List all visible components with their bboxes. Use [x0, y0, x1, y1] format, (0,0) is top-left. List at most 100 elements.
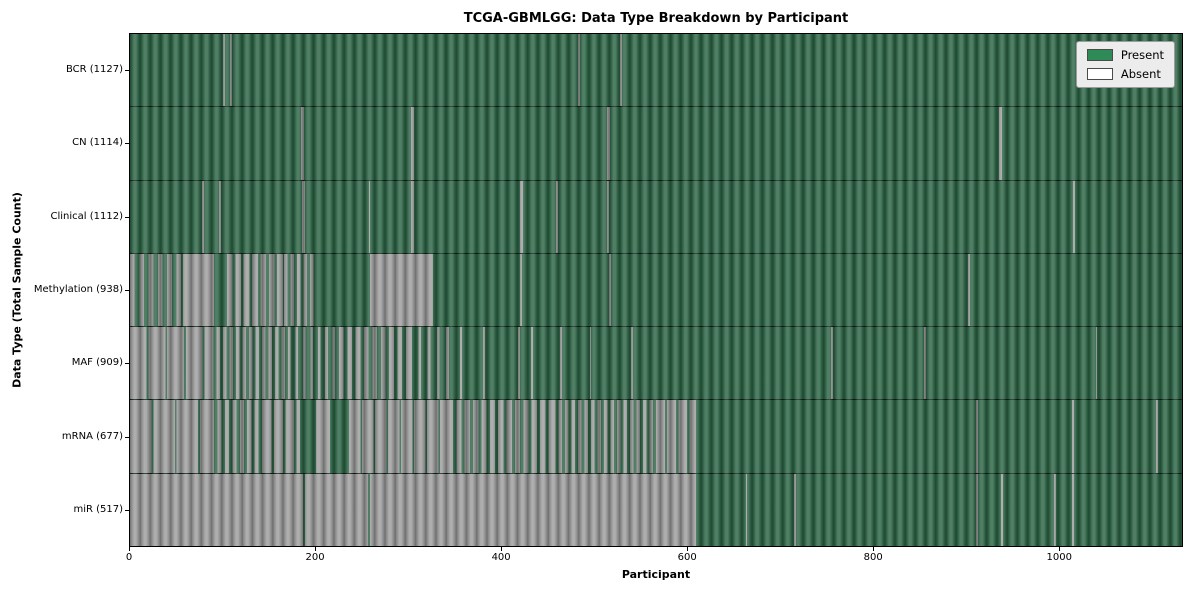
y-tick-label: BCR (1127): [65, 63, 123, 75]
x-tick-label: 0: [125, 552, 133, 563]
y-tick-label: mRNA (677): [61, 430, 123, 442]
heatmap-row: [130, 473, 1182, 546]
absent-segment: [518, 327, 520, 400]
x-tick-label: 800: [863, 552, 883, 563]
absent-segment: [411, 107, 415, 180]
absent-segment: [968, 253, 971, 327]
absent-segment: [589, 327, 592, 400]
absent-segment: [620, 34, 623, 107]
absent-segment: [831, 327, 833, 400]
absent-segment: [130, 473, 697, 546]
mixed-segment: [262, 400, 300, 473]
x-tick-label: 1000: [1046, 552, 1072, 563]
mixed-segment: [448, 400, 553, 473]
absent-segment: [369, 253, 433, 327]
absent-segment: [607, 107, 611, 180]
absent-segment: [1073, 180, 1076, 253]
absent-segment: [745, 473, 748, 546]
absent-segment: [1095, 327, 1098, 400]
absent-segment: [300, 107, 304, 180]
heatmap-row: [130, 180, 1182, 254]
plot-area: Present Absent: [129, 33, 1183, 547]
absent-segment: [923, 327, 926, 400]
absent-segment: [315, 400, 330, 473]
absent-segment: [202, 180, 205, 253]
mixed-segment: [284, 253, 315, 327]
heatmap-row: [130, 327, 1182, 401]
y-tick-label: MAF (909): [71, 357, 123, 369]
y-tick-mark: [125, 69, 129, 71]
absent-segment: [368, 180, 371, 253]
absent-segment: [559, 327, 562, 400]
mixed-segment: [408, 327, 451, 400]
absent-segment: [519, 253, 522, 327]
heatmap-row: [130, 107, 1182, 181]
absent-segment: [975, 473, 978, 546]
heatmap-row: [130, 400, 1182, 474]
absent-segment: [222, 34, 225, 107]
y-tick-mark: [125, 290, 129, 291]
y-tick-mark: [125, 510, 129, 512]
x-tick-mark: [315, 547, 317, 551]
x-tick-mark: [501, 547, 503, 551]
absent-segment: [519, 180, 523, 253]
mixed-segment: [338, 327, 409, 400]
legend-item: Present: [1086, 48, 1164, 62]
absent-segment: [1072, 400, 1075, 473]
mixed-segment: [287, 327, 339, 400]
y-tick-mark: [125, 363, 129, 365]
absent-segment: [459, 327, 463, 400]
legend-label: Absent: [1120, 67, 1161, 81]
legend: Present Absent: [1075, 41, 1175, 88]
x-tick-mark: [1059, 547, 1061, 551]
mixed-segment: [130, 400, 210, 473]
y-tick-label: miR (517): [73, 504, 123, 516]
mixed-segment: [209, 400, 263, 473]
absent-segment: [609, 253, 611, 327]
legend-swatch-present-icon: [1086, 49, 1113, 61]
x-tick-label: 400: [491, 552, 511, 563]
absent-segment: [578, 34, 581, 107]
heatmap-row: [130, 34, 1182, 108]
absent-segment: [230, 34, 233, 107]
absent-segment: [301, 180, 305, 253]
x-tick-label: 600: [677, 552, 697, 563]
mixed-segment: [209, 327, 288, 400]
absent-segment: [1000, 473, 1003, 546]
absent-segment: [631, 327, 634, 400]
mixed-segment: [227, 253, 285, 327]
x-axis-title: Participant: [621, 568, 691, 581]
absent-segment: [793, 473, 796, 546]
absent-segment: [607, 180, 610, 253]
mixed-segment: [349, 400, 449, 473]
absent-segment: [1156, 400, 1158, 473]
y-tick-mark: [125, 143, 129, 145]
heatmap-rows: [130, 34, 1182, 546]
legend-swatch-absent-icon: [1086, 68, 1113, 80]
y-tick-mark: [125, 216, 129, 218]
absent-segment: [1053, 473, 1056, 546]
x-tick-label: 200: [305, 552, 325, 563]
absent-segment: [219, 180, 221, 253]
y-tick-mark: [125, 436, 129, 438]
y-tick-label: CN (1114): [72, 137, 123, 149]
x-tick-mark: [687, 547, 689, 551]
y-tick-label: Methylation (938): [33, 284, 123, 295]
heatmap-row: [130, 253, 1182, 328]
absent-segment: [999, 107, 1002, 180]
absent-segment: [482, 327, 485, 400]
present-segment: [302, 473, 305, 546]
y-tick-label: Clinical (1112): [50, 210, 124, 222]
present-segment: [367, 473, 370, 546]
legend-item: Absent: [1086, 67, 1164, 81]
mixed-segment: [656, 400, 697, 473]
legend-label: Present: [1120, 48, 1164, 62]
absent-segment: [182, 253, 215, 327]
x-tick-mark: [129, 547, 130, 551]
absent-segment: [975, 400, 978, 473]
absent-segment: [411, 180, 415, 253]
chart-title: TCGA-GBMLGG: Data Type Breakdown by Part…: [463, 11, 849, 26]
absent-segment: [556, 180, 559, 253]
mixed-segment: [130, 327, 210, 400]
